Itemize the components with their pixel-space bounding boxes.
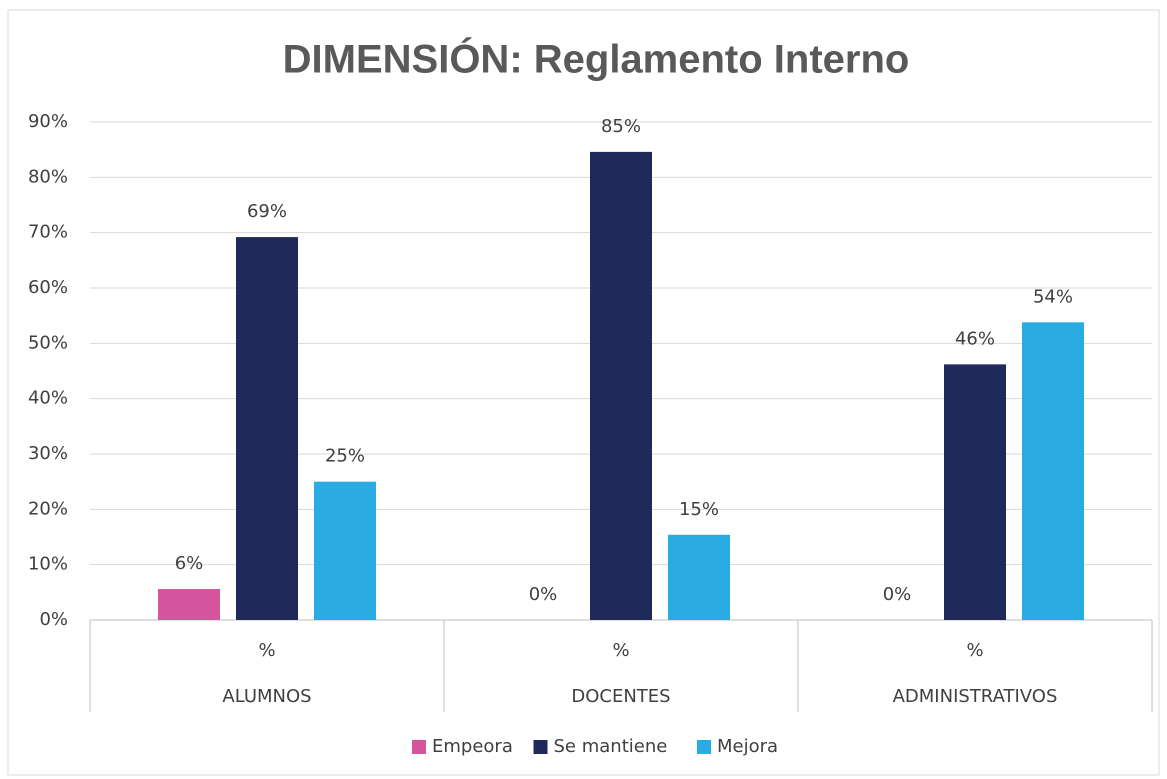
data-label: 25% xyxy=(325,446,365,467)
data-label: 69% xyxy=(247,201,287,222)
y-tick-label: 60% xyxy=(28,277,68,298)
bar xyxy=(944,364,1006,620)
data-label: 54% xyxy=(1033,286,1073,307)
data-label: 46% xyxy=(955,328,995,349)
x-tick-label: ADMINISTRATIVOS xyxy=(893,686,1058,707)
bar xyxy=(158,589,220,620)
bar xyxy=(1022,322,1084,620)
legend-label: Mejora xyxy=(717,736,778,757)
y-tick-label: 20% xyxy=(28,498,68,519)
x-tick-label: DOCENTES xyxy=(571,686,670,707)
data-label: 0% xyxy=(883,584,912,605)
y-tick-label: 90% xyxy=(28,111,68,132)
x-subcategory-label: % xyxy=(258,640,275,661)
data-label: 85% xyxy=(601,116,641,137)
bar xyxy=(590,151,652,620)
x-subcategory-label: % xyxy=(966,640,983,661)
legend-swatch xyxy=(533,740,548,754)
legend-swatch xyxy=(412,740,426,754)
y-tick-label: 0% xyxy=(39,609,68,630)
legend-label: Se mantiene xyxy=(554,736,668,757)
data-label: 6% xyxy=(175,553,204,574)
data-label: 0% xyxy=(529,584,558,605)
bar xyxy=(236,237,298,621)
chart-border xyxy=(7,9,1160,776)
y-tick-label: 50% xyxy=(28,332,68,353)
x-tick-label: ALUMNOS xyxy=(222,686,311,707)
y-tick-label: 70% xyxy=(28,222,68,243)
x-subcategory-label: % xyxy=(612,640,629,661)
y-tick-label: 40% xyxy=(28,388,68,409)
y-tick-label: 10% xyxy=(28,554,68,575)
y-tick-label: 30% xyxy=(28,443,68,464)
y-tick-label: 80% xyxy=(28,166,68,187)
legend-swatch xyxy=(697,740,711,754)
chart-title: DIMENSIÓN: Reglamento Interno xyxy=(283,36,910,82)
data-label: 15% xyxy=(679,499,719,520)
legend-label: Empeora xyxy=(432,736,513,757)
bar xyxy=(314,481,376,620)
bar xyxy=(668,534,730,620)
